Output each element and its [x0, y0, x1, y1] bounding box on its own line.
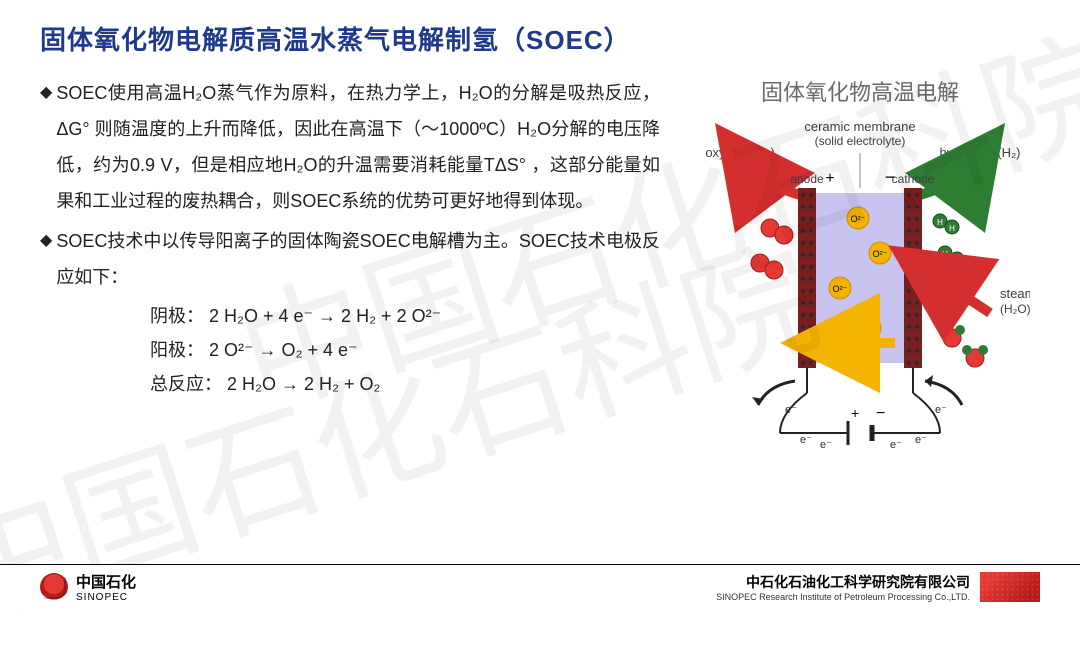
h-label: H — [954, 256, 960, 265]
footer-left-cn: 中国石化 — [76, 571, 136, 592]
membrane-label: ceramic membrane — [804, 119, 915, 134]
o2-molecules — [751, 219, 793, 279]
ion-label: O²⁻ — [863, 324, 878, 334]
footer-right: 中石化石油化工科学研究院有限公司 SINOPEC Research Instit… — [716, 572, 1040, 602]
diagram-column: 固体氧化物高温电解 ceramic membrane (solid e — [680, 75, 1040, 453]
diagram-title: 固体氧化物高温电解 — [761, 75, 959, 107]
h-label: H — [937, 218, 943, 227]
anode — [798, 188, 816, 368]
content-row: ◆ SOEC使用高温H₂O蒸气作为原料，在热力学上，H₂O的分解是吸热反应，ΔG… — [40, 75, 1040, 453]
footer-red-block-icon — [980, 572, 1040, 602]
h-label: H — [942, 250, 948, 259]
e-label: e⁻ — [935, 404, 947, 416]
e-label: e⁻ — [915, 434, 927, 446]
footer-left: 中国石化 SINOPEC — [40, 571, 136, 603]
bullet-marker-icon: ◆ — [40, 223, 52, 295]
equations: 阴极： 2 H₂O + 4 e⁻ → 2 H₂ + 2 O²⁻ 阳极： 2 O²… — [40, 299, 660, 402]
e-label: e⁻ — [800, 434, 812, 446]
steam-label: steam — [1000, 286, 1030, 301]
steam-sublabel: (H₂O) — [1000, 302, 1030, 316]
eq-label: 总反应： — [150, 374, 222, 394]
membrane-sublabel: (solid electrolyte) — [815, 134, 906, 148]
cathode — [904, 188, 922, 368]
ion-label: O²⁻ — [851, 214, 866, 224]
cathode-label: cathode — [892, 172, 935, 186]
oxygen-label: oxygen (O₂) — [705, 145, 774, 160]
footer-left-en: SINOPEC — [76, 592, 136, 603]
footer: 中国石化 SINOPEC 中石化石油化工科学研究院有限公司 SINOPEC Re… — [0, 564, 1080, 608]
bullet-1: ◆ SOEC使用高温H₂O蒸气作为原料，在热力学上，H₂O的分解是吸热反应，ΔG… — [40, 75, 660, 219]
e-label: e⁻ — [890, 439, 902, 451]
eq-body: 2 H₂O + 4 e⁻ → 2 H₂ + 2 O²⁻ — [209, 306, 441, 326]
electron-labels: e⁻ e⁻ e⁻ e⁻ e⁻ e⁻ — [785, 404, 947, 451]
slide: 中国石化石科院 中国石化石科院 固体氧化物电解质高温水蒸气电解制氢（SOEC） … — [0, 0, 1080, 608]
e-label: e⁻ — [785, 404, 797, 416]
footer-right-cn: 中石化石油化工科学研究院有限公司 — [716, 572, 970, 592]
eq-body: 2 O²⁻ → O₂ + 4 e⁻ — [209, 340, 358, 360]
sinopec-logo-icon — [40, 573, 68, 601]
steam-arrow-icon — [930, 273, 990, 313]
bullet-marker-icon: ◆ — [40, 75, 52, 219]
bullet-2: ◆ SOEC技术中以传导阳离子的固体陶瓷SOEC电解槽为主。SOEC技术电极反应… — [40, 223, 660, 295]
plus-icon: + — [825, 170, 834, 187]
h2-molecules: H H H H — [933, 214, 964, 266]
eq-total: 总反应： 2 H₂O → 2 H₂ + O₂ — [150, 367, 660, 401]
battery-plus-label: + — [851, 405, 859, 421]
page-title: 固体氧化物电解质高温水蒸气电解制氢（SOEC） — [40, 20, 1040, 57]
text-column: ◆ SOEC使用高温H₂O蒸气作为原料，在热力学上，H₂O的分解是吸热反应，ΔG… — [40, 75, 660, 453]
eq-body: 2 H₂O → 2 H₂ + O₂ — [227, 374, 381, 394]
footer-right-en: SINOPEC Research Institute of Petroleum … — [716, 592, 970, 602]
minus-icon: − — [885, 167, 896, 187]
eq-anode: 阳极： 2 O²⁻ → O₂ + 4 e⁻ — [150, 333, 660, 367]
battery-minus-label: − — [876, 405, 885, 422]
ion-label: O²⁻ — [833, 284, 848, 294]
bullet-text: SOEC使用高温H₂O蒸气作为原料，在热力学上，H₂O的分解是吸热反应，ΔG° … — [56, 75, 660, 219]
e-label: e⁻ — [820, 439, 832, 451]
anode-label: anode — [790, 172, 824, 186]
electron-arrowhead-icon — [925, 375, 933, 387]
ion-label: O²⁻ — [873, 249, 888, 259]
bullet-text: SOEC技术中以传导阳离子的固体陶瓷SOEC电解槽为主。SOEC技术电极反应如下… — [56, 223, 660, 295]
h-label: H — [949, 224, 955, 233]
soec-diagram: ceramic membrane (solid electrolyte) oxy… — [690, 113, 1030, 453]
eq-cathode: 阴极： 2 H₂O + 4 e⁻ → 2 H₂ + 2 O²⁻ — [150, 299, 660, 333]
eq-label: 阴极： — [150, 306, 204, 326]
steam-molecules — [939, 325, 988, 367]
hydrogen-label: hydrogen (H₂) — [940, 145, 1021, 160]
eq-label: 阳极： — [150, 340, 204, 360]
